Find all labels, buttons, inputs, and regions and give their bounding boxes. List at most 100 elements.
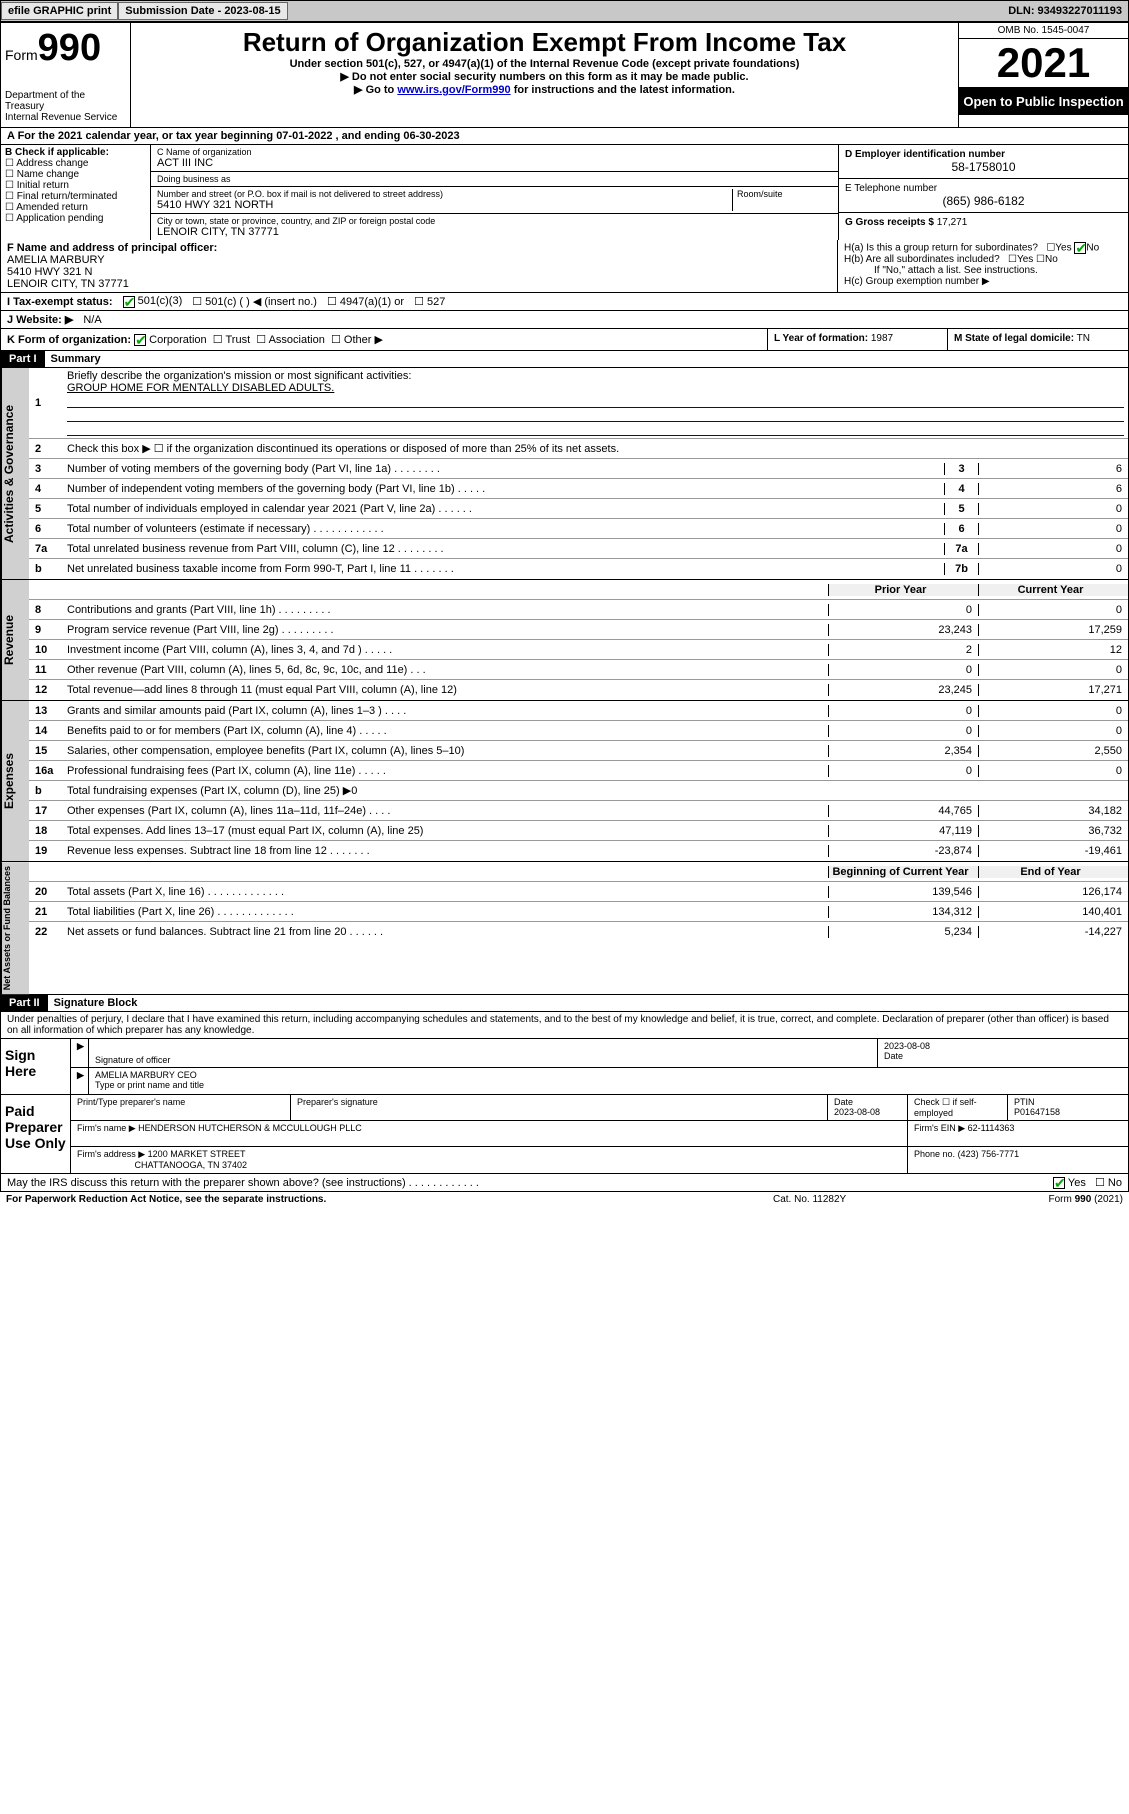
side-netassets: Net Assets or Fund Balances [1, 862, 29, 994]
discuss-row: May the IRS discuss this return with the… [0, 1174, 1129, 1192]
ha-no-checkbox[interactable] [1074, 242, 1086, 254]
col-current-year: Current Year [978, 584, 1128, 596]
gross-value: 17,271 [937, 217, 968, 228]
state-domicile: TN [1077, 333, 1090, 344]
opt-501c: 501(c) ( ) ◀ (insert no.) [205, 296, 317, 308]
firm-phone: (423) 756-7771 [958, 1149, 1020, 1159]
mission-text: GROUP HOME FOR MENTALLY DISABLED ADULTS. [67, 382, 334, 394]
row-klm: K Form of organization: Corporation ☐ Tr… [0, 329, 1129, 351]
opt-4947: 4947(a)(1) or [340, 296, 404, 308]
discuss-text: May the IRS discuss this return with the… [7, 1177, 479, 1189]
paid-preparer-block: Paid Preparer Use Only Print/Type prepar… [0, 1095, 1129, 1174]
opt-corporation: Corporation [149, 334, 206, 346]
form-number: 990 [38, 27, 101, 69]
form-title: Return of Organization Exempt From Incom… [135, 27, 954, 58]
footer-catno: Cat. No. 11282Y [773, 1194, 973, 1205]
tax-year: 2021 [959, 39, 1128, 88]
officer-addr1: 5410 HWY 321 N [7, 266, 831, 278]
row-f-h: F Name and address of principal officer:… [0, 240, 1129, 293]
q1-text: Briefly describe the organization's miss… [67, 370, 411, 382]
efile-print-button[interactable]: efile GRAPHIC print [1, 2, 118, 20]
irs-label: Internal Revenue Service [5, 112, 126, 123]
chk-final-return[interactable]: ☐ Final return/terminated [5, 191, 146, 202]
chk-corporation[interactable] [134, 334, 146, 346]
paid-preparer-label: Paid Preparer Use Only [1, 1095, 71, 1173]
chk-name-change[interactable]: ☐ Name change [5, 169, 146, 180]
prep-selfemp-label: Check ☐ if self-employed [908, 1095, 1008, 1120]
hc-label: H(c) Group exemption number ▶ [844, 276, 1122, 287]
part2-label: Part II [1, 995, 48, 1011]
summary-line: 22Net assets or fund balances. Subtract … [29, 922, 1128, 942]
website-value: N/A [83, 314, 101, 326]
dln: DLN: 93493227011193 [1002, 3, 1128, 19]
footer-form-year: (2021) [1091, 1194, 1123, 1205]
chk-amended-return[interactable]: ☐ Amended return [5, 202, 146, 213]
year-formation: 1987 [871, 333, 893, 344]
omb-number: OMB No. 1545-0047 [959, 23, 1128, 39]
gross-label: G Gross receipts $ [845, 217, 934, 228]
irs-link[interactable]: www.irs.gov/Form990 [397, 84, 510, 96]
side-governance: Activities & Governance [1, 368, 29, 579]
top-bar: efile GRAPHIC print Submission Date - 20… [0, 0, 1129, 22]
firm-addr2: CHATTANOOGA, TN 37402 [135, 1160, 248, 1170]
form-org-label: K Form of organization: [7, 334, 131, 346]
summary-line: 11Other revenue (Part VIII, column (A), … [29, 660, 1128, 680]
summary-line: 15Salaries, other compensation, employee… [29, 741, 1128, 761]
firm-ein-label: Firm's EIN ▶ [914, 1123, 965, 1133]
sig-name-label: Type or print name and title [95, 1080, 1122, 1090]
summary-line: 5Total number of individuals employed in… [29, 499, 1128, 519]
chk-initial-return[interactable]: ☐ Initial return [5, 180, 146, 191]
chk-application-pending[interactable]: ☐ Application pending [5, 213, 146, 224]
q2-text: Check this box ▶ ☐ if the organization d… [63, 440, 1128, 457]
declaration-text: Under penalties of perjury, I declare th… [0, 1012, 1129, 1039]
hb-note: If "No," attach a list. See instructions… [844, 265, 1122, 276]
sig-officer-label: Signature of officer [95, 1055, 871, 1065]
org-name: ACT III INC [157, 157, 832, 169]
summary-line: 8Contributions and grants (Part VIII, li… [29, 600, 1128, 620]
row-a-tax-year: A For the 2021 calendar year, or tax yea… [0, 128, 1129, 145]
ssn-note: ▶ Do not enter social security numbers o… [135, 70, 954, 83]
summary-line: 3Number of voting members of the governi… [29, 459, 1128, 479]
open-to-public: Open to Public Inspection [959, 88, 1128, 115]
part1-title: Summary [45, 351, 107, 367]
summary-line: 14Benefits paid to or for members (Part … [29, 721, 1128, 741]
goto-post: for instructions and the latest informat… [511, 84, 735, 96]
chk-501c3[interactable] [123, 296, 135, 308]
opt-other: Other ▶ [344, 334, 383, 346]
opt-501c3: 501(c)(3) [138, 295, 183, 307]
firm-addr1: 1200 MARKET STREET [148, 1149, 246, 1159]
section-governance: Activities & Governance 1 Briefly descri… [0, 368, 1129, 580]
summary-line: 10Investment income (Part VIII, column (… [29, 640, 1128, 660]
summary-line: 7aTotal unrelated business revenue from … [29, 539, 1128, 559]
form-subtitle: Under section 501(c), 527, or 4947(a)(1)… [135, 58, 954, 70]
row-i: I Tax-exempt status: 501(c)(3) ☐ 501(c) … [0, 293, 1129, 311]
state-domicile-label: M State of legal domicile: [954, 333, 1074, 344]
col-end-year: End of Year [978, 866, 1128, 878]
firm-ein: 62-1114363 [968, 1123, 1015, 1133]
summary-line: 13Grants and similar amounts paid (Part … [29, 701, 1128, 721]
hb-label: H(b) Are all subordinates included? [844, 254, 1000, 265]
summary-line: bTotal fundraising expenses (Part IX, co… [29, 781, 1128, 801]
part1-header: Part I Summary [0, 351, 1129, 368]
summary-line: 17Other expenses (Part IX, column (A), l… [29, 801, 1128, 821]
chk-address-change[interactable]: ☐ Address change [5, 158, 146, 169]
sig-date: 2023-08-08 [884, 1041, 1122, 1051]
identity-block: B Check if applicable: ☐ Address change … [0, 145, 1129, 240]
row-j: J Website: ▶ N/A [0, 311, 1129, 329]
col-b-header: B Check if applicable: [5, 147, 146, 158]
footer-form-num: 990 [1075, 1194, 1092, 1205]
summary-line: 6Total number of volunteers (estimate if… [29, 519, 1128, 539]
discuss-yes-checkbox[interactable] [1053, 1177, 1065, 1189]
ha-label: H(a) Is this a group return for subordin… [844, 243, 1038, 254]
sign-here-label: Sign Here [1, 1039, 71, 1094]
room-label: Room/suite [737, 189, 832, 199]
officer-addr2: LENOIR CITY, TN 37771 [7, 278, 831, 290]
arrow-icon: ▶ [77, 1070, 84, 1080]
dept-treasury: Department of the Treasury [5, 90, 126, 112]
officer-name: AMELIA MARBURY [7, 254, 831, 266]
ein-value: 58-1758010 [845, 160, 1122, 174]
opt-527: 527 [427, 296, 445, 308]
sign-here-block: Sign Here ▶ Signature of officer 2023-08… [0, 1039, 1129, 1095]
phone-value: (865) 986-6182 [845, 194, 1122, 208]
dba-label: Doing business as [157, 174, 832, 184]
